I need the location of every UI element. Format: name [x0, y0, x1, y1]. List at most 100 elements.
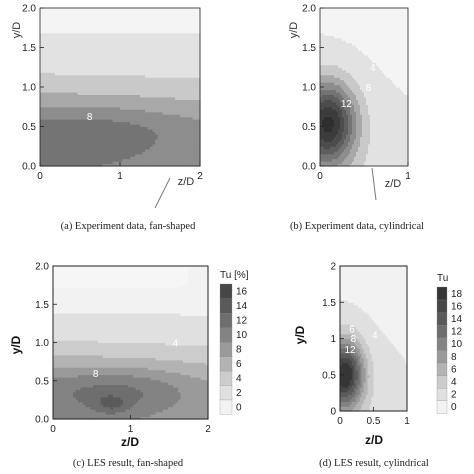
colorbar-swatch: [436, 362, 448, 376]
figure-caption: (b) Experiment data, cylindrical: [290, 221, 424, 232]
y-axis-label: y/D: [293, 325, 307, 344]
colorbar-tick-label: 14: [451, 314, 463, 325]
y-tick-label: 0.5: [322, 370, 336, 381]
x-tick-label: 0: [50, 424, 56, 435]
x-axis-label: z/D: [365, 433, 383, 447]
y-tick-label: 0.0: [22, 162, 36, 173]
y-tick-label: 1.0: [302, 83, 316, 94]
contour-field: [53, 266, 209, 420]
y-tick-label: 2: [330, 262, 336, 273]
colorbar: 0 2 4 6 8 10 12 14 16 Tu [%]: [219, 270, 249, 415]
colorbar-swatch: [219, 283, 233, 299]
x-tick-label: 1: [128, 424, 134, 435]
colorbar-swatch: [436, 400, 448, 414]
colorbar-swatch: [219, 327, 233, 343]
y-tick-label: 2.0: [302, 4, 316, 15]
y-tick-label: 0.0: [302, 162, 316, 173]
x-tick-label: 1: [117, 171, 123, 182]
colorbar-swatch: [436, 375, 448, 389]
x-axis-label: z/D: [385, 178, 402, 190]
y-tick-label: 0.5: [35, 376, 49, 387]
colorbar-tick-label: 6: [236, 359, 242, 370]
axes: 0 1 2 0.0 0.5 1.0 1.5 2.0: [22, 4, 203, 183]
colorbar-swatch: [436, 349, 448, 364]
pointer-line: [371, 167, 377, 201]
y-tick-label: 0.5: [302, 122, 316, 133]
panel-a-experiment-fan-shaped: 0 1 2 0.0 0.5 1.0 1.5 2.0 8 z/D y/D (a) Experiment …: [11, 4, 203, 233]
colorbar-tick-label: 12: [236, 316, 248, 327]
x-tick-label: 0: [37, 171, 43, 182]
colorbar-tick-label: 12: [451, 327, 463, 338]
y-tick-label: 1.5: [35, 300, 49, 311]
colorbar-tick-label: 2: [451, 390, 457, 401]
panel-d-les-cylindrical: 0 0.5 100.511.5246812z/Dy/D024681012141618…: [293, 262, 463, 470]
x-tick-label: 2: [197, 171, 203, 182]
colorbar-tick-label: 4: [236, 373, 242, 384]
y-tick-label: 1.0: [22, 83, 36, 94]
y-tick-label: 0.5: [22, 122, 36, 133]
colorbar-tick-label: 16: [236, 287, 248, 298]
colorbar-swatch: [219, 312, 233, 328]
contour-field: [40, 8, 201, 167]
figure-caption: (d) LES result, cylindrical: [319, 458, 429, 469]
x-tick-label: 0: [337, 416, 343, 427]
colorbar-swatch: [219, 356, 233, 372]
colorbar-tick-label: 6: [451, 364, 457, 375]
colorbar-swatch: [436, 324, 448, 338]
y-tick-label: 1.5: [302, 43, 316, 54]
colorbar-tick-label: 2: [236, 388, 242, 399]
contour-label: 8: [366, 83, 372, 94]
colorbar-swatch: [219, 370, 233, 386]
x-axis-label: z/D: [121, 435, 139, 449]
axes: 0 1 0.0 0.5 1.0 1.5 2.0: [302, 4, 411, 183]
colorbar-tick-label: 0: [451, 402, 457, 413]
colorbar-tick-label: 10: [451, 339, 463, 350]
y-tick-label: 0: [330, 407, 336, 418]
pointer-line: [154, 177, 171, 209]
colorbar-swatch: [436, 286, 448, 301]
axes: 0 0.5 1 0 0.5 1 1.5 2: [322, 262, 410, 428]
colorbar-swatch: [436, 312, 448, 326]
y-tick-label: 0.0: [35, 415, 49, 426]
figure-caption: (a) Experiment data, fan-shaped: [61, 221, 196, 232]
contour-label: 8: [351, 334, 357, 345]
y-tick-label: 1.0: [35, 338, 49, 349]
contour-field: [340, 266, 408, 412]
contour-label: 4: [370, 63, 376, 74]
colorbar-tick-label: 8: [451, 352, 457, 363]
colorbar-swatch: [219, 384, 233, 401]
panel-c-les-fan-shaped: 0 1 20.00.51.01.52.048z/Dy/D0246810121416T…: [9, 262, 249, 470]
contour-label: 8: [87, 112, 93, 123]
contour-label: 12: [341, 99, 353, 110]
contour-label: 4: [173, 338, 179, 349]
colorbar-tick-label: 18: [451, 289, 463, 300]
y-tick-label: 2.0: [22, 4, 36, 15]
y-tick-label: 1.5: [22, 43, 36, 54]
y-axis-label: y/D: [288, 22, 300, 39]
panel-b-experiment-cylindrical: 0 1 0.0 0.5 1.0 1.5 2.0 4 8 12 z/D y/D (b) Experimen…: [288, 4, 424, 233]
x-axis-label: z/D: [178, 176, 195, 188]
colorbar-swatch: [219, 399, 233, 415]
y-axis-label: y/D: [9, 335, 23, 354]
figure-caption: (c) LES result, fan-shaped: [73, 458, 184, 469]
x-tick-label: 1: [405, 171, 411, 182]
y-tick-label: 2.0: [35, 262, 49, 273]
axes: 0 1 2 0.0 0.5 1.0 1.5 2.0: [35, 262, 211, 436]
colorbar-swatch: [219, 341, 233, 357]
x-tick-label: 0.5: [367, 416, 381, 427]
colorbar-title: Tu [%]: [220, 270, 249, 281]
x-tick-label: 1: [404, 416, 410, 427]
contour-field: [320, 8, 409, 167]
colorbar-title: Tu: [437, 273, 448, 284]
y-tick-label: 1.5: [322, 298, 336, 309]
colorbar-tick-label: 8: [236, 345, 242, 356]
contour-label: 12: [344, 345, 356, 356]
colorbar-tick-label: 14: [236, 301, 248, 312]
colorbar-tick-label: 10: [236, 330, 248, 341]
x-tick-label: 2: [205, 424, 211, 435]
y-axis-label: y/D: [11, 22, 23, 39]
y-tick-label: 1: [330, 334, 336, 345]
colorbar-swatch: [436, 387, 448, 401]
